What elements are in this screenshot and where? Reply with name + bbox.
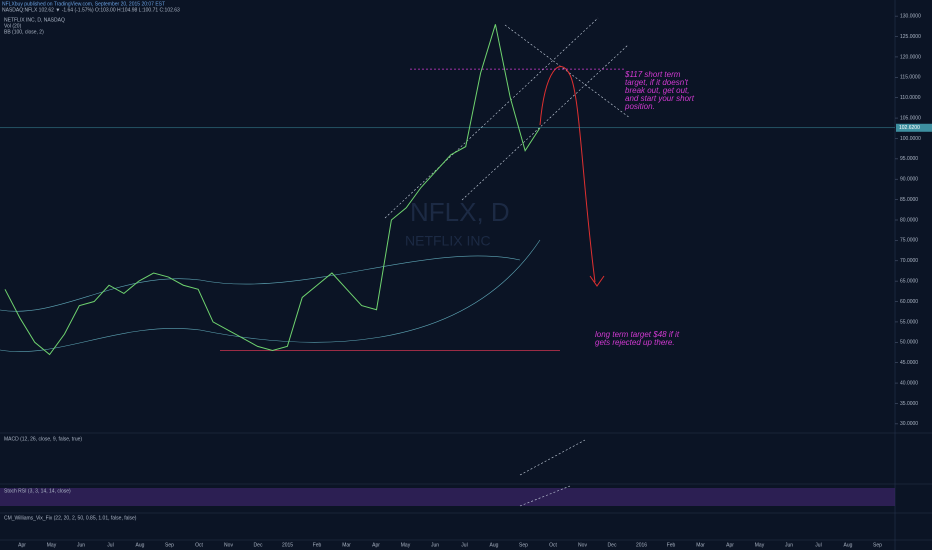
x-tick-label: Jul xyxy=(461,542,467,548)
macd-title: MACD (12, 26, close, 9, false, true) xyxy=(4,436,82,442)
x-tick-label: Apr xyxy=(18,542,26,548)
indicator-vol: Vol (20) xyxy=(4,23,22,29)
y-tick-label: 80.0000 xyxy=(900,217,918,223)
x-tick-label: May xyxy=(47,542,57,548)
x-tick-label: Dec xyxy=(254,542,263,548)
x-tick-label: 2016 xyxy=(636,542,647,548)
x-tick-label: Sep xyxy=(165,542,174,548)
x-tick-label: 2015 xyxy=(282,542,293,548)
y-tick-label: 110.0000 xyxy=(900,95,921,101)
symbol: NETFLIX INC, D, NASDAQ xyxy=(4,17,65,23)
indicator-bb: BB (100, close, 2) xyxy=(4,29,44,35)
x-tick-label: Jul xyxy=(815,542,821,548)
last-price-label: 102.6200 xyxy=(899,125,920,131)
x-tick-label: May xyxy=(401,542,411,548)
x-tick-label: Jun xyxy=(431,542,439,548)
y-tick-label: 75.0000 xyxy=(900,238,918,244)
x-tick-label: Nov xyxy=(578,542,587,548)
x-tick-label: Apr xyxy=(372,542,380,548)
quote: NASDAQ:NFLX 102.62 ▼ -1.64 (-1.57%) O:10… xyxy=(2,7,180,13)
x-tick-label: Feb xyxy=(667,542,676,548)
y-tick-label: 55.0000 xyxy=(900,319,918,325)
y-tick-label: 100.0000 xyxy=(900,136,921,142)
y-tick-label: 60.0000 xyxy=(900,299,918,305)
x-tick-label: Feb xyxy=(313,542,322,548)
x-tick-label: Apr xyxy=(726,542,734,548)
y-tick-label: 125.0000 xyxy=(900,34,921,40)
x-tick-label: Dec xyxy=(608,542,617,548)
x-tick-label: Aug xyxy=(844,542,853,548)
y-tick-label: 45.0000 xyxy=(900,360,918,366)
y-tick-label: 65.0000 xyxy=(900,278,918,284)
x-tick-label: May xyxy=(755,542,765,548)
x-tick-label: Mar xyxy=(696,542,705,548)
x-tick-label: Aug xyxy=(490,542,499,548)
projection-arrow xyxy=(589,275,605,287)
x-tick-label: Aug xyxy=(136,542,145,548)
y-tick-label: 120.0000 xyxy=(900,54,921,60)
x-tick-label: Jun xyxy=(785,542,793,548)
annotation: $117 short term target, if it doesn't brea… xyxy=(624,70,695,111)
y-tick-label: 70.0000 xyxy=(900,258,918,264)
y-tick-label: 40.0000 xyxy=(900,380,918,386)
y-tick-label: 105.0000 xyxy=(900,115,921,121)
vix-title: CM_Williams_Vix_Fix (22, 20, 2, 50, 0.85… xyxy=(4,515,137,521)
last-price-box xyxy=(896,123,932,132)
projection-path xyxy=(539,66,596,283)
y-tick-label: 85.0000 xyxy=(900,197,918,203)
annotation: long term target $48 if it gets rejected … xyxy=(595,330,680,347)
x-tick-label: Mar xyxy=(342,542,351,548)
y-tick-label: 130.0000 xyxy=(900,13,921,19)
x-tick-label: Sep xyxy=(873,542,882,548)
x-tick-label: Jun xyxy=(77,542,85,548)
bollinger-band xyxy=(0,239,541,352)
y-tick-label: 35.0000 xyxy=(900,401,918,407)
x-tick-label: Oct xyxy=(195,542,203,548)
stoch-band xyxy=(0,488,895,506)
y-tick-label: 90.0000 xyxy=(900,177,918,183)
x-tick-label: Nov xyxy=(224,542,233,548)
watermark-ticker: NFLX, D xyxy=(410,197,510,227)
y-tick-label: 50.0000 xyxy=(900,340,918,346)
stoch-title: Stoch RSI (3, 3, 14, 14, close) xyxy=(4,488,71,494)
publisher: NFLXbuy published on TradingView.com, Se… xyxy=(2,1,165,7)
bollinger-band xyxy=(0,255,521,312)
x-tick-label: Jul xyxy=(107,542,113,548)
watermark-name: NETFLIX INC xyxy=(405,233,491,249)
y-tick-label: 30.0000 xyxy=(900,421,918,427)
x-tick-label: Oct xyxy=(549,542,557,548)
x-tick-label: Sep xyxy=(519,542,528,548)
price-line xyxy=(4,24,541,356)
y-tick-label: 115.0000 xyxy=(900,75,921,81)
y-tick-label: 95.0000 xyxy=(900,156,918,162)
